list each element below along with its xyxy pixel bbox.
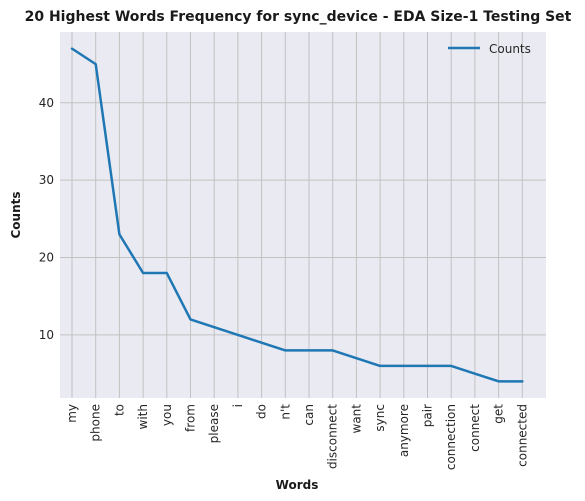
y-tick-label: 40 [39,96,54,110]
x-tick-label: phone [89,404,103,442]
x-tick-label: i [231,404,245,407]
x-tick-label: with [136,404,150,429]
x-tick-label: want [349,404,363,434]
x-tick-label: connection [444,404,458,470]
grid-lines [60,32,546,398]
x-tick-label: to [112,404,126,416]
x-tick-label: pair [421,404,435,427]
x-tick-label: my [65,404,79,423]
x-tick-label: from [184,404,198,432]
y-tick-label: 10 [39,328,54,342]
y-tick-labels: 10 20 30 40 [39,96,54,342]
y-axis-label: Counts [9,191,23,238]
x-tick-label: connect [468,404,482,452]
x-tick-label: get [492,404,506,424]
legend-label: Counts [489,42,531,56]
x-tick-label: anymore [397,404,411,457]
x-tick-label: sync [373,404,387,432]
chart-title: 20 Highest Words Frequency for sync_devi… [25,9,572,25]
series-line [70,47,524,383]
x-axis-label: Words [276,478,319,492]
x-tick-label: n't [278,404,292,420]
x-tick-label: please [207,404,221,443]
legend: Counts [448,42,531,56]
x-tick-label: can [302,404,316,426]
x-tick-label: disconnect [326,404,340,469]
y-tick-label: 20 [39,251,54,265]
x-tick-label: do [255,404,269,419]
series-layer [70,47,524,383]
x-tick-label: you [160,404,174,426]
plot-area [60,32,546,398]
x-tick-labels: my phone to with you from please i do n't can disco… [65,404,529,470]
y-tick-label: 30 [39,173,54,187]
x-tick-label: connected [515,404,529,467]
